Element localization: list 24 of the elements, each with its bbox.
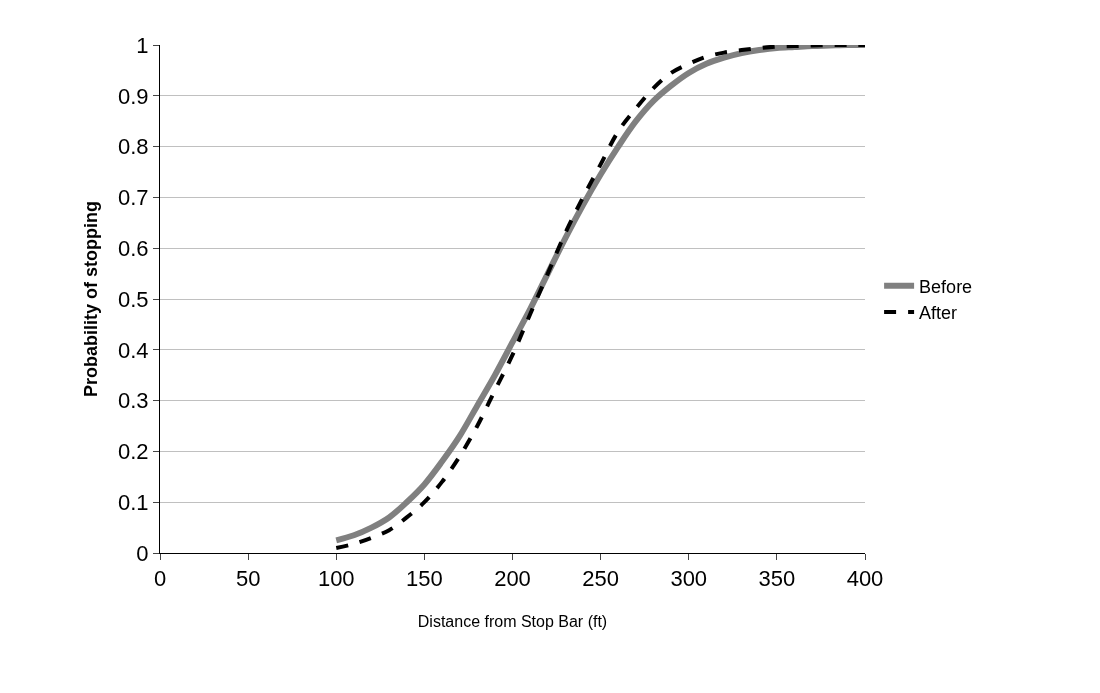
x-tick-label: 150 <box>406 566 443 592</box>
x-tick-label: 300 <box>670 566 708 592</box>
y-tick-label: 0.5 <box>118 286 149 312</box>
legend-label: After <box>919 303 958 324</box>
y-axis-title: Probability of stopping <box>81 201 102 397</box>
legend-label: Before <box>919 276 973 297</box>
y-tick-label: 1 <box>136 32 149 58</box>
y-tick-label: 0.1 <box>118 489 149 515</box>
x-tick-label: 100 <box>317 566 355 592</box>
x-tick-label: 400 <box>846 566 884 592</box>
y-tick-label: 0.7 <box>118 185 149 211</box>
y-tick-label: 0.3 <box>118 388 149 414</box>
y-tick-label: 0.2 <box>118 439 149 465</box>
x-tick-label: 200 <box>494 566 531 592</box>
x-tick-label: 0 <box>153 566 167 592</box>
y-tick-label: 0.8 <box>118 134 149 160</box>
y-tick-label: 0 <box>136 540 149 566</box>
x-tick-label: 250 <box>582 566 619 592</box>
x-tick-label: 350 <box>758 566 796 592</box>
y-tick-label: 0.9 <box>118 83 149 109</box>
y-tick-label: 0.6 <box>118 235 149 261</box>
y-tick-label: 0.4 <box>118 337 149 363</box>
x-axis-title: Distance from Stop Bar (ft) <box>417 613 608 631</box>
x-tick-label: 50 <box>235 566 261 592</box>
